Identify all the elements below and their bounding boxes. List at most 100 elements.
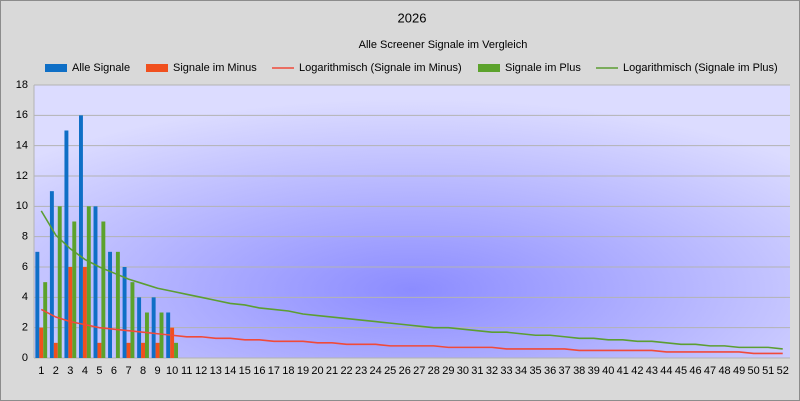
bar — [137, 297, 142, 358]
legend-label: Logarithmisch (Signale im Minus) — [299, 62, 462, 74]
x-tick-label: 47 — [704, 365, 716, 377]
x-tick-label: 45 — [675, 365, 687, 377]
chart-title: 2026 — [398, 10, 427, 25]
x-tick-label: 34 — [515, 365, 527, 377]
x-tick-label: 48 — [718, 365, 730, 377]
legend-swatch — [146, 64, 168, 72]
bar — [53, 342, 58, 358]
bar — [49, 191, 54, 358]
x-tick-label: 39 — [588, 365, 600, 377]
x-tick-label: 7 — [125, 365, 131, 377]
bar — [101, 221, 106, 358]
x-tick-label: 44 — [660, 365, 672, 377]
y-tick-label: 8 — [22, 231, 28, 243]
x-tick-label: 23 — [355, 365, 367, 377]
x-tick-label: 18 — [282, 365, 294, 377]
x-tick-label: 15 — [239, 365, 251, 377]
x-tick-label: 12 — [195, 365, 207, 377]
x-tick-label: 17 — [268, 365, 280, 377]
trend-line — [40, 210, 783, 350]
bar — [86, 206, 91, 358]
x-tick-label: 4 — [82, 365, 88, 377]
x-tick-label: 33 — [500, 365, 512, 377]
bar — [145, 312, 149, 358]
x-tick-label: 51 — [762, 365, 774, 377]
x-tick-label: 30 — [457, 365, 469, 377]
x-tick-label: 37 — [559, 365, 571, 377]
x-tick-label: 6 — [111, 365, 117, 377]
x-tick-label: 9 — [155, 365, 161, 377]
bar — [170, 327, 175, 358]
x-tick-label: 50 — [748, 365, 760, 377]
bar — [174, 342, 179, 358]
x-tick-label: 2 — [53, 365, 59, 377]
bar — [115, 251, 120, 358]
y-tick-label: 2 — [22, 322, 28, 334]
x-tick-label: 46 — [689, 365, 701, 377]
x-tick-label: 1 — [38, 365, 44, 377]
trend-line — [40, 308, 783, 355]
x-tick-label: 11 — [181, 365, 192, 377]
x-tick-label: 24 — [370, 365, 382, 377]
bar — [57, 206, 62, 358]
y-tick-label: 4 — [22, 291, 28, 303]
x-tick-label: 27 — [413, 365, 425, 377]
legend-label: Signale im Plus — [505, 62, 581, 74]
y-tick-label: 0 — [22, 352, 28, 364]
x-tick-label: 19 — [297, 365, 309, 377]
x-tick-label: 52 — [777, 365, 789, 377]
y-tick-label: 18 — [16, 79, 28, 91]
legend-label: Alle Signale — [72, 62, 130, 74]
x-tick-label: 3 — [67, 365, 73, 377]
bar — [141, 342, 146, 358]
x-tick-label: 5 — [96, 365, 102, 377]
bar — [93, 206, 98, 358]
bar — [39, 327, 44, 358]
x-tick-label: 31 — [471, 365, 483, 377]
x-tick-label: 40 — [602, 365, 614, 377]
bar — [68, 267, 73, 358]
x-tick-label: 29 — [442, 365, 454, 377]
x-tick-label: 21 — [326, 365, 338, 377]
x-tick-label: 36 — [544, 365, 556, 377]
bar — [72, 221, 77, 358]
legend-label: Logarithmisch (Signale im Plus) — [623, 62, 778, 74]
y-tick-label: 16 — [16, 109, 28, 121]
x-tick-label: 26 — [399, 365, 411, 377]
x-tick-label: 16 — [253, 365, 265, 377]
y-tick-label: 10 — [16, 200, 28, 212]
x-tick-label: 25 — [384, 365, 396, 377]
x-tick-label: 8 — [140, 365, 146, 377]
chart-subtitle: Alle Screener Signale im Vergleich — [359, 39, 528, 51]
x-tick-label: 32 — [486, 365, 498, 377]
y-tick-label: 12 — [16, 170, 28, 182]
legend-swatch — [45, 64, 67, 72]
bar — [151, 297, 156, 358]
x-tick-label: 35 — [529, 365, 541, 377]
bar — [97, 342, 102, 358]
x-tick-label: 42 — [631, 365, 643, 377]
bar — [130, 282, 135, 358]
bar — [82, 267, 87, 358]
y-tick-label: 14 — [16, 140, 28, 152]
x-tick-label: 43 — [646, 365, 658, 377]
bar — [35, 251, 40, 358]
legend-label: Signale im Minus — [173, 62, 257, 74]
x-tick-label: 14 — [224, 365, 236, 377]
x-tick-label: 13 — [210, 365, 222, 377]
x-tick-label: 28 — [428, 365, 440, 377]
x-tick-label: 10 — [166, 365, 178, 377]
bar — [155, 342, 160, 358]
legend-swatch — [478, 64, 500, 72]
bar — [126, 342, 131, 358]
bar — [122, 267, 127, 358]
x-tick-label: 38 — [573, 365, 585, 377]
x-tick-label: 20 — [311, 365, 323, 377]
y-tick-label: 6 — [22, 261, 28, 273]
bar — [159, 312, 164, 358]
x-tick-label: 41 — [617, 365, 629, 377]
bar — [43, 282, 48, 358]
x-tick-label: 22 — [340, 365, 352, 377]
bar — [108, 251, 112, 358]
